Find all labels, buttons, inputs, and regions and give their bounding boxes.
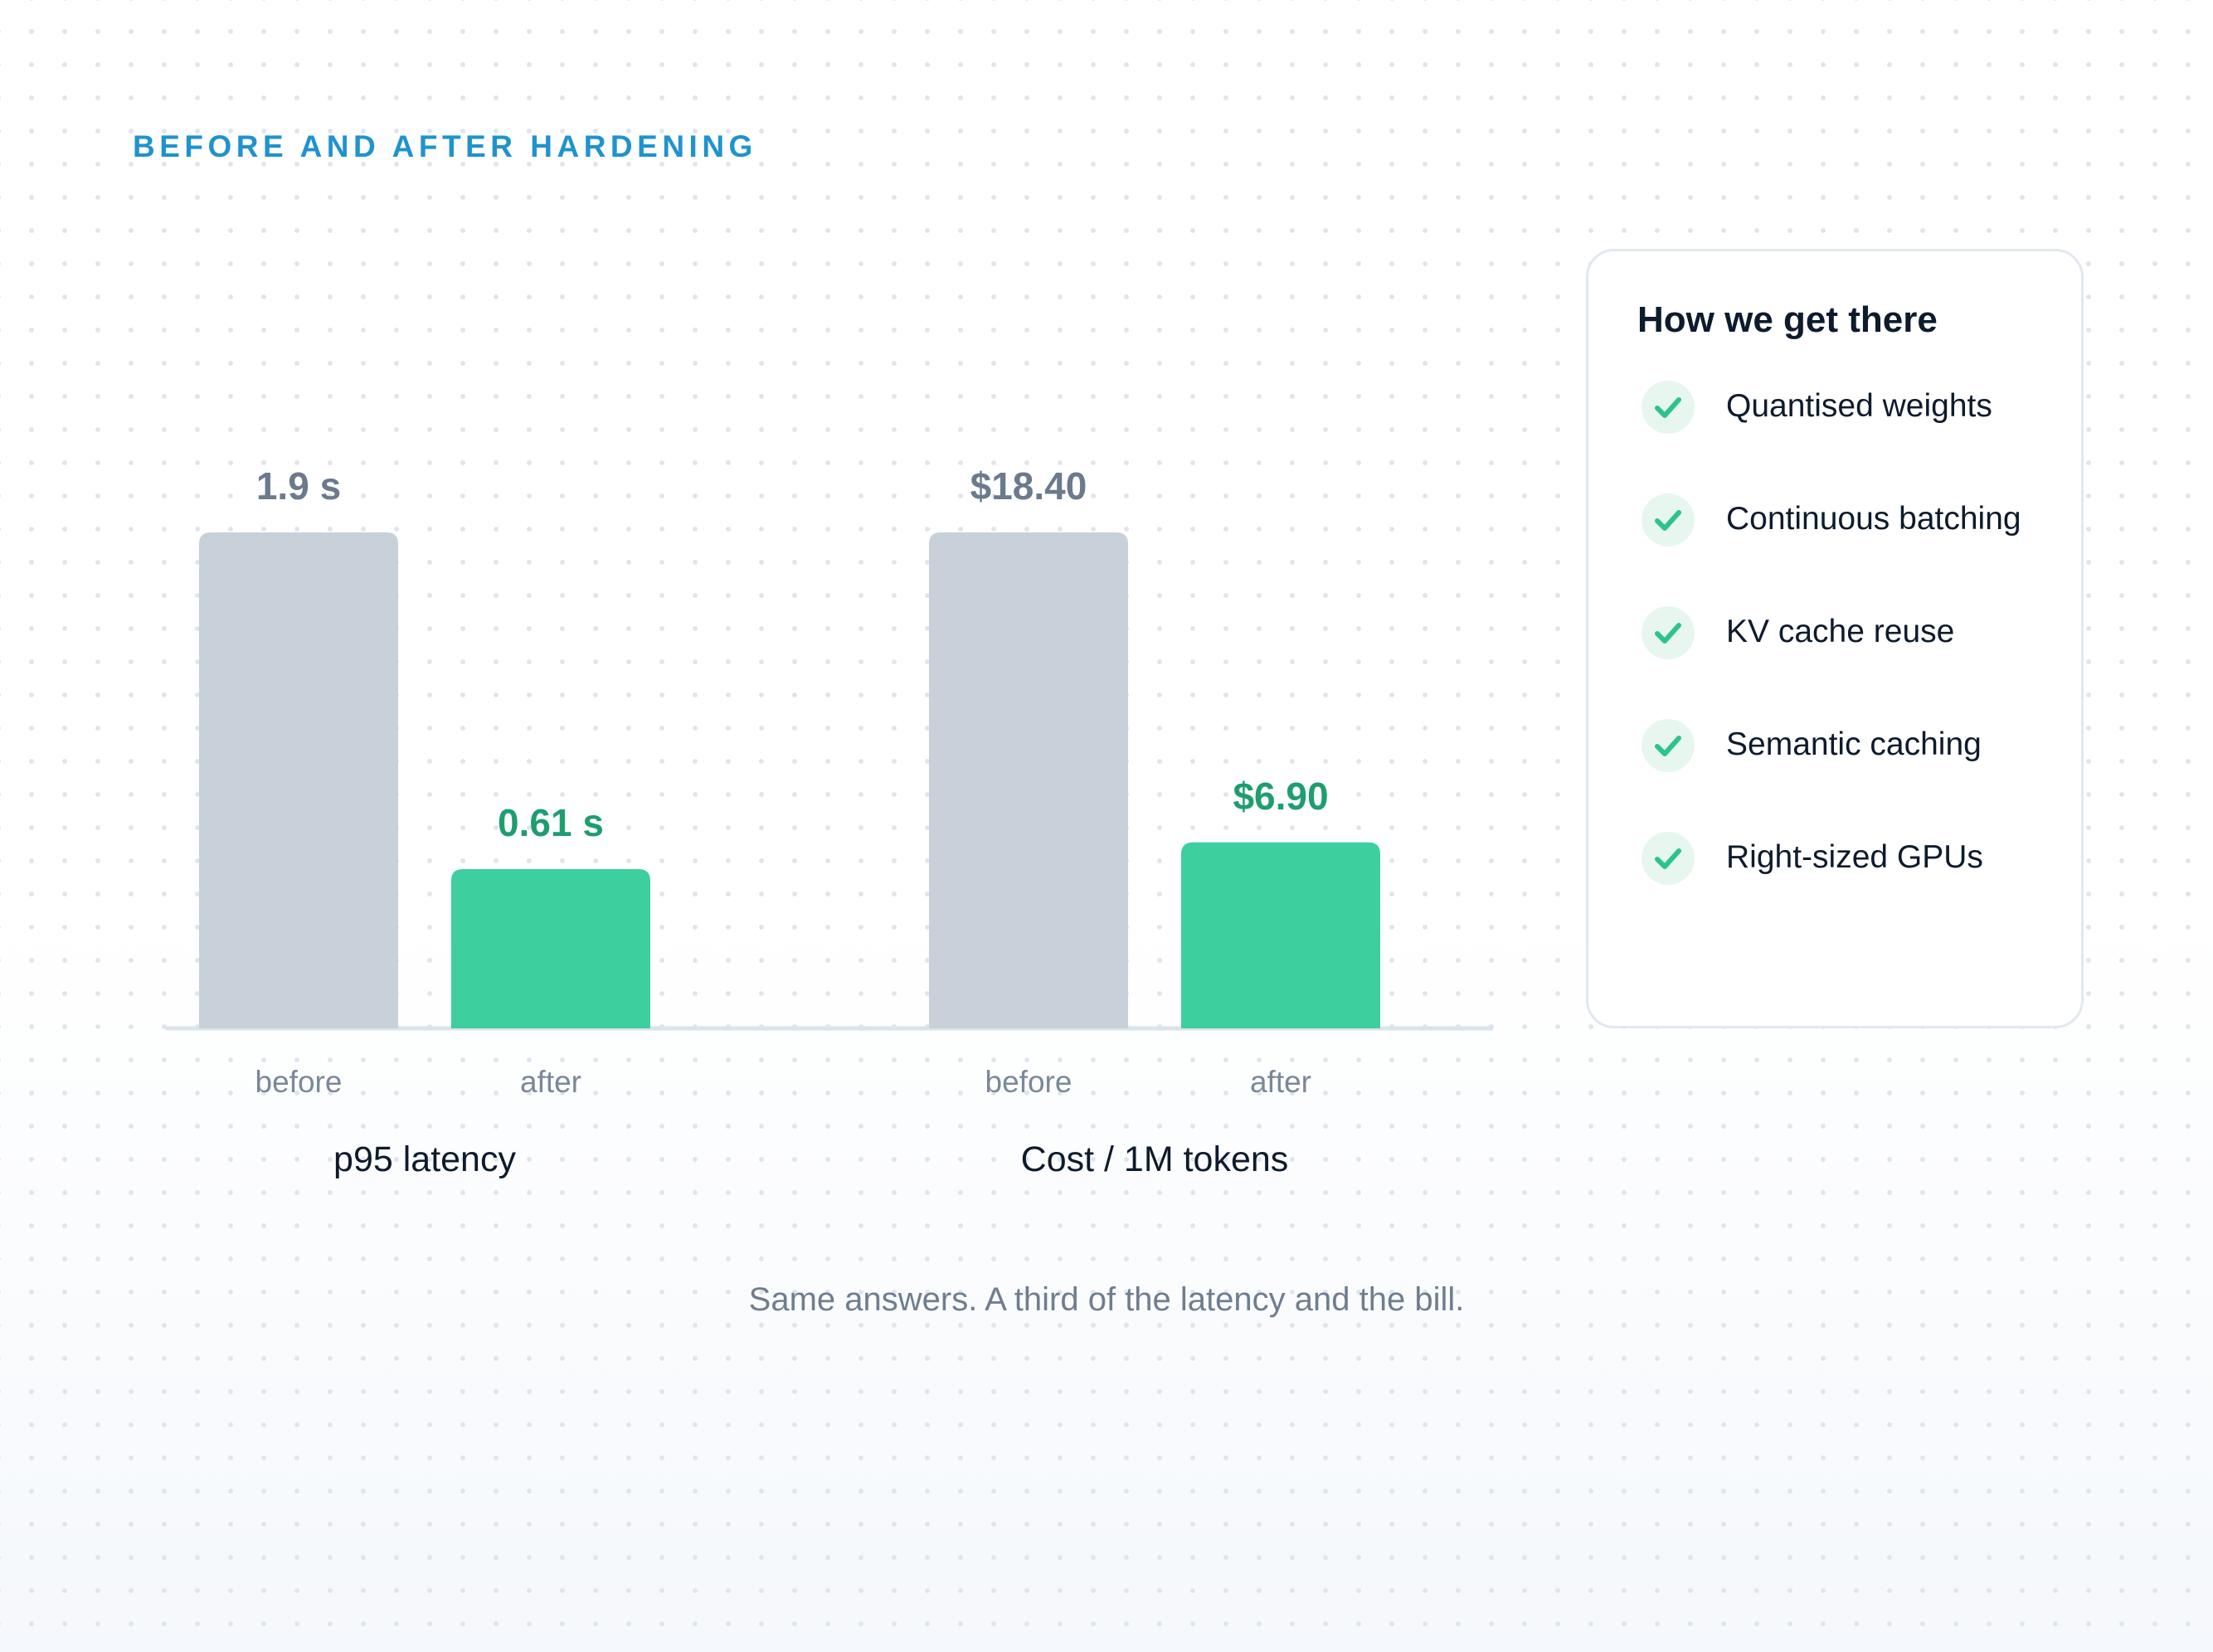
step-label: Continuous batching	[1726, 501, 2021, 537]
check-icon	[1642, 493, 1695, 547]
step-label: KV cache reuse	[1726, 614, 1955, 649]
data-label: 0.61 s	[498, 801, 604, 844]
data-label: $18.40	[970, 464, 1087, 508]
bar-chart: 1.9 s before 0.61 s after p95 latency $18.40 b…	[166, 464, 1493, 1179]
category-label: before	[985, 1065, 1072, 1099]
category-label: before	[255, 1065, 343, 1099]
check-icon	[1642, 832, 1695, 885]
bar-cost-after	[1181, 842, 1380, 1028]
bar-latency-before	[199, 532, 398, 1028]
category-label: after	[1250, 1065, 1311, 1099]
card-title: How we get there	[1637, 299, 1938, 340]
check-icon	[1642, 719, 1695, 772]
step-label: Quantised weights	[1726, 388, 1992, 424]
category-label: after	[520, 1065, 581, 1099]
data-label: 1.9 s	[256, 464, 341, 508]
check-icon	[1642, 381, 1695, 434]
caption: Same answers. A third of the latency and…	[748, 1281, 1465, 1318]
steps-card: How we get there Quantised weights Contin…	[1586, 249, 2084, 1028]
check-icon	[1642, 606, 1695, 659]
group-label: Cost / 1M tokens	[1021, 1139, 1289, 1179]
step-label: Semantic caching	[1726, 726, 1982, 762]
bar-latency-after	[451, 869, 650, 1028]
eyebrow-title: BEFORE AND AFTER HARDENING	[133, 129, 757, 163]
bar-cost-before	[929, 532, 1128, 1028]
group-label: p95 latency	[333, 1139, 516, 1179]
data-label: $6.90	[1233, 775, 1328, 818]
step-label: Right-sized GPUs	[1726, 839, 1983, 875]
